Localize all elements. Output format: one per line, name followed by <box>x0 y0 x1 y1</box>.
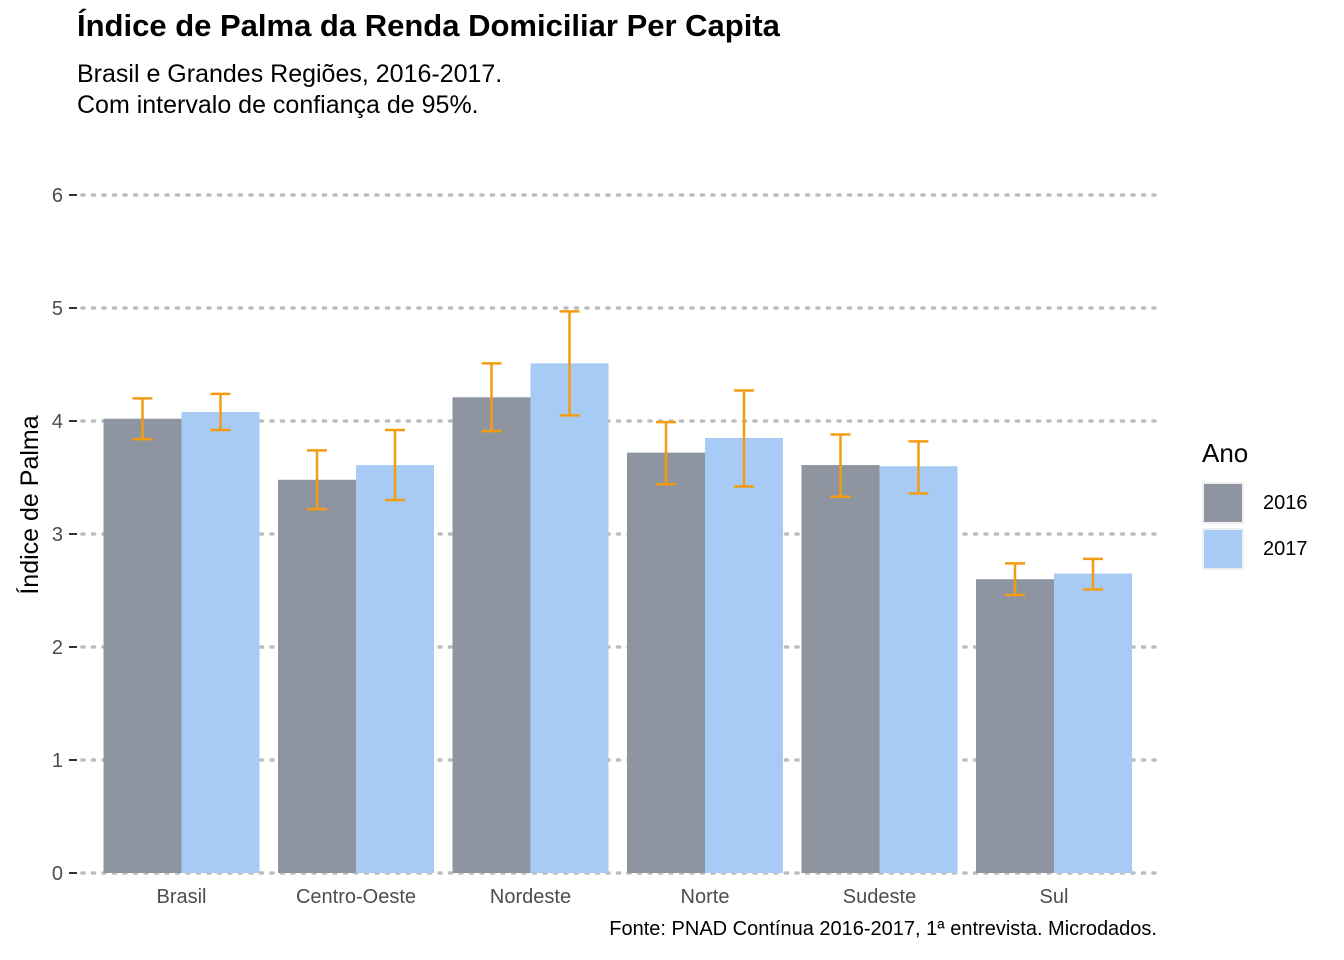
chart-title: Índice de Palma da Renda Domiciliar Per … <box>77 8 780 43</box>
bar-2017-centro-oeste <box>356 465 434 873</box>
x-tick-label: Sudeste <box>843 886 916 908</box>
legend-title: Ano <box>1202 438 1249 468</box>
bar-2017-norte <box>705 437 783 873</box>
y-tick-label: 6 <box>52 185 63 207</box>
legend-swatch-2017 <box>1202 528 1244 570</box>
chart-subtitle-line2: Com intervalo de confiança de 95%. <box>77 91 479 119</box>
legend-swatch-2016 <box>1202 482 1244 524</box>
x-tick-label: Nordeste <box>490 886 571 908</box>
legend-item-2016: 2016 <box>1202 482 1342 528</box>
legend-label-2017: 2017 <box>1263 538 1308 560</box>
error-bars <box>132 310 1103 597</box>
x-tick-label: Centro-Oeste <box>296 886 416 908</box>
grid-lines <box>80 193 1162 875</box>
y-axis-title: Índice de Palma <box>15 415 44 594</box>
bar-2017-nordeste <box>530 363 609 873</box>
x-tick-label: Sul <box>1040 886 1069 908</box>
bar-2017-sul <box>1054 573 1132 873</box>
bar-2017-brasil <box>181 411 260 873</box>
x-tick-label: Brasil <box>156 886 206 908</box>
bar-2016-centro-oeste <box>278 479 356 873</box>
x-tick-label: Norte <box>681 886 730 908</box>
bar-2016-sul <box>976 579 1054 873</box>
bar-2017-sudeste <box>879 466 958 873</box>
chart-subtitle-line1: Brasil e Grandes Regiões, 2016-2017. <box>77 60 503 88</box>
y-tick-label: 2 <box>52 637 63 659</box>
bar-2016-norte <box>627 452 705 873</box>
y-tick-label: 3 <box>52 524 63 546</box>
bar-2016-brasil <box>103 418 182 873</box>
bars <box>103 363 1132 873</box>
chart-caption: Fonte: PNAD Contínua 2016-2017, 1ª entre… <box>609 918 1157 940</box>
y-tick-label: 0 <box>52 863 63 885</box>
legend-item-2017: 2017 <box>1202 528 1342 574</box>
bar-2016-sudeste <box>801 465 880 873</box>
y-tick-label: 4 <box>52 411 63 433</box>
y-tick-label: 5 <box>52 298 63 320</box>
bar-2016-nordeste <box>452 397 531 873</box>
axes: 0 1 2 3 4 5 6 Brasil Centro-Oeste Nordeste Norte Su… <box>52 185 1069 908</box>
y-tick-label: 1 <box>52 750 63 772</box>
legend-label-2016: 2016 <box>1263 492 1308 514</box>
